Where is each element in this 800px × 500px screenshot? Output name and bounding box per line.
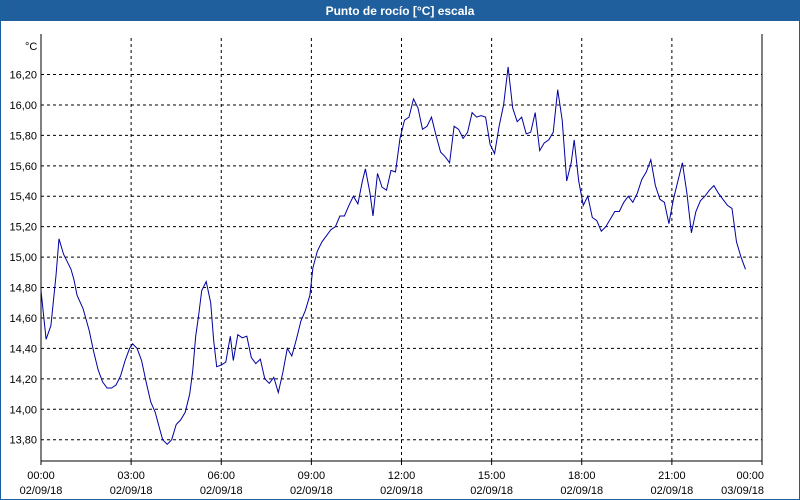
x-tick-time: 09:00: [298, 470, 326, 482]
chart-title: Punto de rocío [°C] escala: [1, 0, 799, 21]
x-tick-time: 18:00: [568, 470, 596, 482]
x-tick-date: 02/09/18: [200, 485, 243, 497]
x-tick-date: 02/09/18: [290, 485, 333, 497]
x-tick-time: 00:00: [736, 470, 764, 482]
x-tick-date: 02/09/18: [110, 485, 153, 497]
y-tick-label: 14,40: [9, 343, 37, 355]
x-tick-time: 21:00: [658, 470, 686, 482]
x-tick-date: 02/09/18: [380, 485, 423, 497]
x-tick-date: 02/09/18: [560, 485, 603, 497]
y-tick-label: 15,80: [9, 130, 37, 142]
y-axis-unit-label: °C: [25, 41, 37, 53]
y-tick-label: 15,00: [9, 252, 37, 264]
x-tick-date: 02/09/18: [470, 485, 513, 497]
y-tick-label: 16,00: [9, 100, 37, 112]
y-tick-label: 14,60: [9, 313, 37, 325]
x-tick-time: 15:00: [478, 470, 506, 482]
x-tick-date: 02/09/18: [20, 485, 63, 497]
y-tick-label: 13,80: [9, 435, 37, 447]
x-tick-date: 02/09/18: [650, 485, 693, 497]
y-tick-label: 14,80: [9, 283, 37, 295]
x-tick-time: 12:00: [388, 470, 416, 482]
x-tick-time: 00:00: [27, 470, 55, 482]
y-tick-label: 14,00: [9, 404, 37, 416]
y-tick-label: 15,20: [9, 222, 37, 234]
series-line-dew-point: [40, 66, 746, 446]
y-tick-label: 15,40: [9, 191, 37, 203]
x-tick-date: 03/09/18: [721, 485, 764, 497]
y-tick-label: 14,20: [9, 374, 37, 386]
y-tick-label: 16,20: [9, 70, 37, 82]
x-tick-time: 03:00: [117, 470, 145, 482]
y-tick-label: 15,60: [9, 161, 37, 173]
x-tick-time: 06:00: [207, 470, 235, 482]
